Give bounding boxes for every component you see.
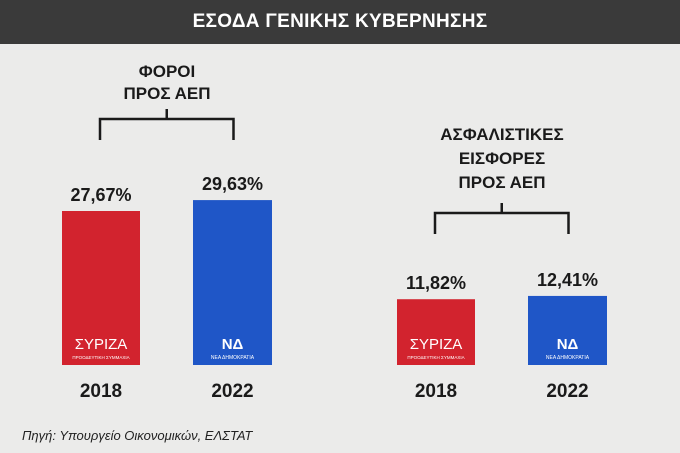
- category-label: 2022: [546, 381, 588, 402]
- syriza-logo-tagline: ΠΡΟΟΔΕΥΤΙΚΗ ΣΥΜΜΑΧΙΑ: [407, 355, 464, 360]
- syriza-logo: ΣΥΡΙΖΑ: [75, 336, 128, 353]
- category-label: 2018: [415, 381, 457, 402]
- bar-2018: [62, 211, 140, 365]
- chart-title-line: ΦΟΡΟΙ: [139, 62, 195, 81]
- value-label: 27,67%: [70, 185, 131, 205]
- nd-logo: ΝΔ: [557, 336, 579, 353]
- header-bar: ΕΣΟΔΑ ΓΕΝΙΚΗΣ ΚΥΒΕΡΝΗΣΗΣ: [0, 0, 680, 44]
- bar-2022: [193, 200, 272, 365]
- value-label: 12,41%: [537, 270, 598, 290]
- bar-2018: [397, 299, 475, 365]
- nd-logo: ΝΔ: [222, 336, 244, 353]
- chart-title-line: ΕΙΣΦΟΡΕΣ: [459, 149, 545, 168]
- syriza-logo: ΣΥΡΙΖΑ: [410, 336, 463, 353]
- value-label: 11,82%: [406, 273, 466, 293]
- chart-title-line: ΠΡΟΣ ΑΕΠ: [123, 84, 210, 103]
- chart-title-line: ΑΣΦΑΛΙΣΤΙΚΕΣ: [440, 125, 563, 144]
- chart-title-line: ΠΡΟΣ ΑΕΠ: [458, 173, 545, 192]
- source-note: Πηγή: Υπουργείο Οικονομικών, ΕΛΣΤΑΤ: [22, 428, 253, 443]
- bracket: [433, 203, 570, 234]
- category-label: 2022: [211, 381, 253, 402]
- bracket: [98, 109, 235, 140]
- category-label: 2018: [80, 381, 122, 402]
- nd-logo-tagline: ΝΕΑ ΔΗΜΟΚΡΑΤΙΑ: [211, 355, 255, 361]
- syriza-logo-tagline: ΠΡΟΟΔΕΥΤΙΚΗ ΣΥΜΜΑΧΙΑ: [72, 355, 129, 360]
- page-title: ΕΣΟΔΑ ΓΕΝΙΚΗΣ ΚΥΒΕΡΝΗΣΗΣ: [192, 11, 488, 32]
- nd-logo-tagline: ΝΕΑ ΔΗΜΟΚΡΑΤΙΑ: [546, 355, 590, 361]
- bar-2022: [528, 295, 607, 365]
- value-label: 29,63%: [202, 174, 263, 194]
